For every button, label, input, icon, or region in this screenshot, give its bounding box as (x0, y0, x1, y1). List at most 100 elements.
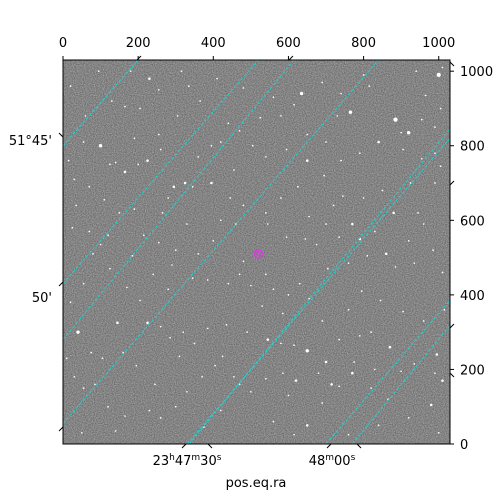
star-point (124, 415, 126, 417)
star-point (417, 212, 419, 214)
star-point (123, 170, 127, 174)
star-point (358, 335, 361, 337)
star-point (139, 299, 141, 302)
star-point (137, 163, 139, 166)
world-coordinate-tick (449, 372, 455, 378)
world-coordinate-tick (449, 180, 455, 186)
star-point (216, 77, 218, 80)
star-point (67, 159, 70, 162)
world-ticks (58, 55, 455, 449)
star-point (434, 182, 436, 184)
star-point (199, 100, 201, 102)
star-point (191, 277, 194, 279)
star-point (351, 371, 354, 375)
star-point (110, 100, 113, 102)
star-point (242, 204, 245, 207)
star-point (176, 115, 179, 117)
star-point (272, 420, 275, 423)
star-point (88, 230, 91, 233)
star-point (233, 169, 235, 171)
world-coordinate-tick (449, 61, 455, 67)
star-point (82, 387, 85, 389)
star-point (340, 159, 342, 162)
star-point (381, 189, 384, 192)
star-point (443, 308, 446, 311)
star-point (135, 364, 138, 367)
star-point (409, 182, 412, 184)
star-point (272, 288, 275, 291)
star-point (321, 81, 324, 84)
star-point (107, 234, 109, 237)
ra-grid-line (325, 300, 450, 444)
star-point (193, 342, 196, 345)
dec-grid-line (63, 60, 139, 147)
star-point (219, 409, 222, 412)
star-point (157, 88, 160, 91)
marker-layer (253, 249, 264, 259)
star-point (98, 144, 103, 148)
star-point (280, 197, 282, 199)
star-point (186, 390, 188, 393)
star-point (424, 94, 427, 97)
star-point (238, 129, 241, 132)
star-point (351, 222, 354, 226)
star-point (368, 85, 371, 87)
star-point (406, 130, 411, 135)
star-point (362, 74, 365, 76)
plot-frame (62, 59, 451, 445)
dec-grid-line (188, 128, 450, 444)
star-point (191, 185, 194, 188)
ra-tick-label-2: 48m00s (309, 453, 356, 469)
star-point (407, 239, 410, 242)
star-point (347, 433, 350, 436)
star-point (293, 103, 295, 106)
star-point (233, 376, 235, 378)
star-point (441, 271, 444, 274)
star-point (101, 357, 104, 360)
star-point (221, 355, 224, 358)
star-point (379, 299, 382, 302)
star-point (229, 197, 232, 199)
dec-tick-label-2: 50' (32, 291, 52, 306)
star-point (214, 364, 217, 367)
star-point (234, 223, 237, 225)
star-point (212, 239, 215, 242)
star-point (293, 344, 295, 347)
source-marker-inner (256, 251, 261, 256)
world-coordinate-tick (136, 55, 142, 61)
star-point (178, 355, 181, 358)
world-coordinate-tick (449, 323, 455, 329)
ra-grid-line (63, 60, 259, 285)
star-point (308, 215, 310, 218)
star-point (434, 152, 436, 155)
star-point (109, 267, 111, 270)
star-point (394, 266, 397, 268)
star-point (321, 320, 324, 322)
star-point (133, 137, 136, 140)
pixel-y-axis-right: 0 200 400 600 800 1000 (450, 65, 493, 453)
star-point (342, 195, 344, 197)
star-point (353, 361, 356, 363)
star-point (188, 85, 190, 87)
star-point (201, 376, 203, 378)
x-pixel-tick-label: 0 (59, 36, 67, 51)
star-point (285, 236, 288, 238)
star-point (84, 115, 87, 117)
image-noise (63, 60, 450, 444)
star-point (330, 383, 333, 386)
star-point (370, 331, 372, 334)
star-point (422, 223, 425, 225)
star-point (75, 204, 78, 207)
star-point (305, 349, 309, 353)
y-pixel-tick-label: 800 (460, 140, 485, 155)
star-point (174, 249, 177, 251)
star-point (107, 405, 109, 408)
star-point (306, 133, 309, 136)
star-point (305, 159, 309, 162)
star-point (197, 156, 200, 158)
star-point (393, 117, 398, 122)
star-point (265, 377, 267, 380)
star-point (210, 181, 213, 185)
star-point (246, 331, 248, 334)
star-point (73, 376, 76, 378)
